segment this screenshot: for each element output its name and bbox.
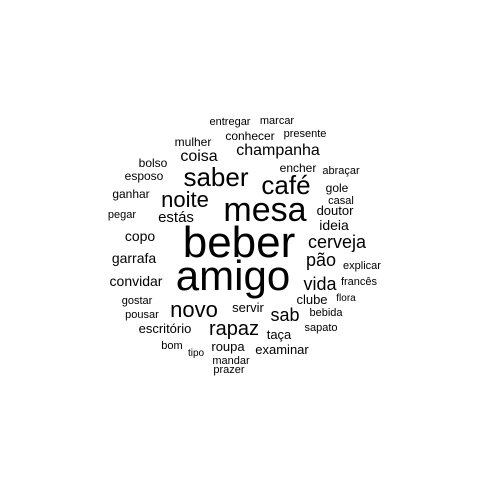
- cloud-word: gostar: [122, 295, 153, 307]
- cloud-word: tipo: [188, 348, 205, 359]
- cloud-word: copo: [125, 228, 156, 244]
- cloud-word: entregar: [210, 116, 251, 128]
- cloud-word: mulher: [175, 135, 212, 149]
- cloud-word: ganhar: [112, 187, 149, 201]
- cloud-word: servir: [232, 300, 264, 315]
- cloud-word: bebida: [309, 307, 343, 319]
- cloud-word: bolso: [139, 156, 168, 170]
- cloud-word: saber: [183, 162, 248, 192]
- cloud-word: estás: [158, 209, 194, 226]
- cloud-word: rapaz: [209, 318, 259, 340]
- cloud-word: noite: [161, 187, 209, 212]
- cloud-word: coisa: [180, 148, 217, 165]
- cloud-word: casal: [328, 195, 354, 207]
- cloud-word: roupa: [211, 339, 245, 354]
- cloud-word: convidar: [110, 273, 163, 289]
- cloud-word: escritório: [139, 321, 192, 336]
- cloud-word: doutor: [317, 203, 355, 218]
- cloud-word: cerveja: [308, 232, 367, 252]
- cloud-word: conhecer: [225, 129, 274, 143]
- cloud-word: vida: [303, 274, 337, 294]
- cloud-word: café: [261, 170, 310, 200]
- cloud-word: pão: [306, 250, 336, 270]
- cloud-word: mandar: [212, 355, 250, 367]
- cloud-word: pegar: [108, 209, 136, 221]
- cloud-word: francês: [341, 276, 378, 288]
- cloud-word: pousar: [125, 309, 159, 321]
- cloud-word: taça: [267, 327, 292, 342]
- cloud-word: sapato: [304, 322, 337, 334]
- cloud-word: marcar: [260, 115, 295, 127]
- cloud-word: champanha: [236, 142, 320, 159]
- cloud-word: flora: [336, 293, 356, 304]
- cloud-word: amigo: [176, 252, 290, 299]
- cloud-word: novo: [170, 297, 218, 322]
- cloud-word: explicar: [343, 260, 381, 272]
- cloud-word: esposo: [125, 169, 164, 183]
- cloud-word: examinar: [255, 342, 309, 357]
- cloud-word: abraçar: [322, 165, 360, 177]
- cloud-word: presente: [284, 128, 327, 140]
- cloud-word: encher: [280, 161, 317, 175]
- cloud-word: garrafa: [112, 250, 157, 266]
- cloud-word: bom: [161, 340, 182, 352]
- cloud-word: clube: [296, 292, 327, 307]
- cloud-word: gole: [326, 181, 349, 195]
- cloud-word: mesa: [223, 191, 306, 229]
- cloud-word: beber: [183, 218, 296, 267]
- cloud-word: prazer: [213, 364, 245, 376]
- cloud-word: ideia: [319, 217, 349, 233]
- cloud-word: sab: [270, 305, 299, 325]
